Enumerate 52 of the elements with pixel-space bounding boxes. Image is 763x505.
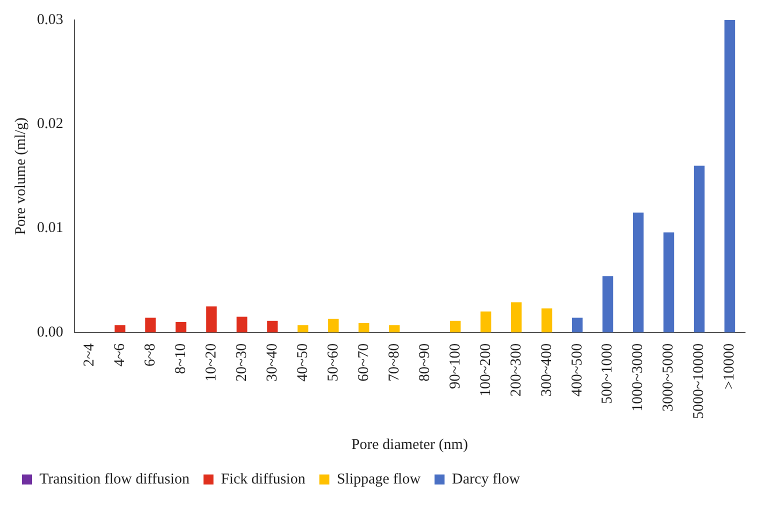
- y-tick-label: 0.00: [37, 324, 64, 340]
- bar: [450, 320, 461, 332]
- x-tick-label: 80~90: [416, 343, 433, 382]
- bar: [480, 312, 492, 332]
- bar: [632, 212, 644, 332]
- x-tick-label: 8~10: [172, 343, 189, 374]
- legend-label: Transition flow diffusion: [40, 471, 190, 488]
- bar: [145, 318, 156, 332]
- x-tick-label: 1000~3000: [630, 343, 646, 412]
- x-tick-label: >10000: [722, 343, 738, 390]
- x-tick-label: 3000~5000: [660, 343, 677, 412]
- x-axis-title: Pore diameter (nm): [351, 436, 468, 453]
- bar: [541, 308, 552, 332]
- bar: [724, 20, 736, 332]
- y-tick-label: 0.02: [37, 116, 64, 132]
- bar: [328, 318, 339, 332]
- x-tick-label: 5000~10000: [691, 343, 708, 420]
- x-tick-label: 70~80: [386, 343, 402, 382]
- x-tick-label: 2~4: [81, 342, 98, 367]
- bar: [572, 318, 583, 332]
- legend-label: Fick diffusion: [221, 471, 306, 488]
- bar: [298, 325, 308, 332]
- x-tick-label: 500~1000: [600, 343, 616, 404]
- x-tick-label: 300~400: [538, 343, 555, 397]
- legend-label: Slippage flow: [336, 471, 421, 488]
- y-axis-title: Pore volume (ml/g): [12, 117, 29, 235]
- legend-label: Darcy flow: [452, 471, 520, 488]
- x-tick-label: 40~50: [294, 343, 311, 382]
- x-tick-label: 4~6: [112, 342, 128, 367]
- bar: [236, 316, 248, 332]
- bar: [206, 306, 217, 332]
- x-tick-label: 200~300: [508, 343, 524, 397]
- x-tick-label: 20~30: [234, 343, 250, 382]
- bar: [602, 276, 614, 332]
- bar: [511, 302, 522, 332]
- y-tick-label: 0.03: [37, 12, 64, 28]
- x-tick-label: 50~60: [325, 343, 342, 382]
- x-tick-label: 6~8: [142, 343, 158, 367]
- bar: [389, 325, 400, 332]
- bar: [267, 320, 278, 332]
- x-tick-label: 90~100: [447, 343, 464, 390]
- x-tick-label: 60~70: [356, 343, 372, 382]
- x-tick-label: 100~200: [478, 343, 494, 397]
- x-tick-label: 10~20: [203, 343, 220, 382]
- bar: [663, 232, 674, 332]
- x-tick-label: 30~40: [264, 343, 280, 382]
- x-tick-label: 400~500: [569, 343, 586, 397]
- y-tick-label: 0.01: [37, 220, 64, 236]
- bar: [358, 323, 370, 332]
- bar: [176, 322, 186, 332]
- bar: [694, 166, 705, 332]
- bar: [114, 325, 126, 332]
